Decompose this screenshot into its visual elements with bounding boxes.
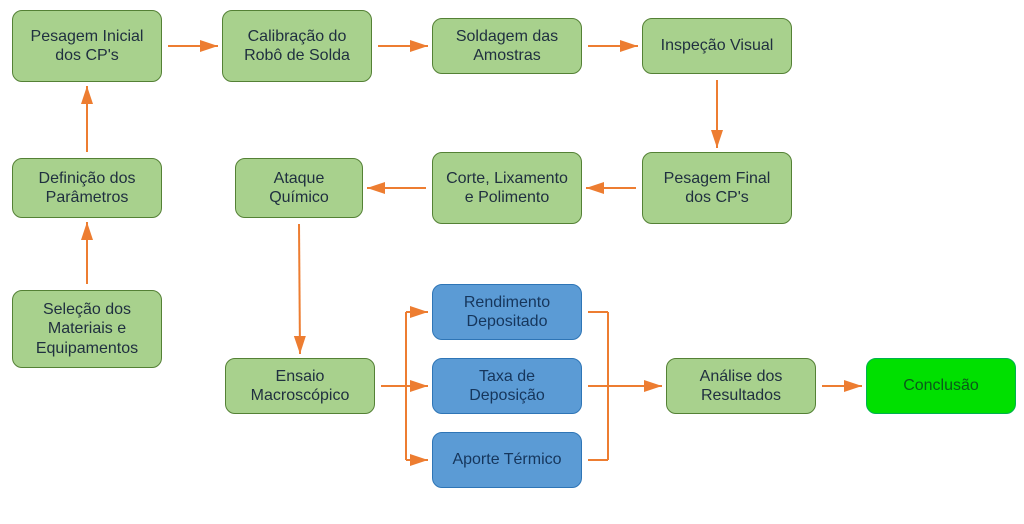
node-ataque: Ataque Químico <box>235 158 363 218</box>
node-taxa: Taxa de Deposição <box>432 358 582 414</box>
node-conclusao: Conclusão <box>866 358 1016 414</box>
node-label: Calibração do Robô de Solda <box>231 27 363 65</box>
node-selecao: Seleção dos Materiais e Equipamentos <box>12 290 162 368</box>
node-calibracao: Calibração do Robô de Solda <box>222 10 372 82</box>
node-label: Soldagem das Amostras <box>441 27 573 65</box>
node-label: Análise dos Resultados <box>675 367 807 405</box>
node-label: Pesagem Final dos CP's <box>651 169 783 207</box>
node-ensaio: Ensaio Macroscópico <box>225 358 375 414</box>
node-label: Aporte Térmico <box>452 450 561 469</box>
node-label: Conclusão <box>903 376 979 395</box>
node-pesagem_fin: Pesagem Final dos CP's <box>642 152 792 224</box>
node-label: Inspeção Visual <box>661 36 774 55</box>
node-definicao: Definição dos Parâmetros <box>12 158 162 218</box>
node-inspecao: Inspeção Visual <box>642 18 792 74</box>
node-label: Seleção dos Materiais e Equipamentos <box>21 300 153 358</box>
node-label: Ataque Químico <box>244 169 354 207</box>
node-label: Taxa de Deposição <box>441 367 573 405</box>
node-analise: Análise dos Resultados <box>666 358 816 414</box>
node-label: Pesagem Inicial dos CP's <box>21 27 153 65</box>
node-label: Rendimento Depositado <box>441 293 573 331</box>
node-label: Ensaio Macroscópico <box>234 367 366 405</box>
node-rendimento: Rendimento Depositado <box>432 284 582 340</box>
node-label: Definição dos Parâmetros <box>21 169 153 207</box>
node-aporte: Aporte Térmico <box>432 432 582 488</box>
node-pesagem_ini: Pesagem Inicial dos CP's <box>12 10 162 82</box>
node-corte: Corte, Lixamento e Polimento <box>432 152 582 224</box>
node-soldagem: Soldagem das Amostras <box>432 18 582 74</box>
node-label: Corte, Lixamento e Polimento <box>441 169 573 207</box>
